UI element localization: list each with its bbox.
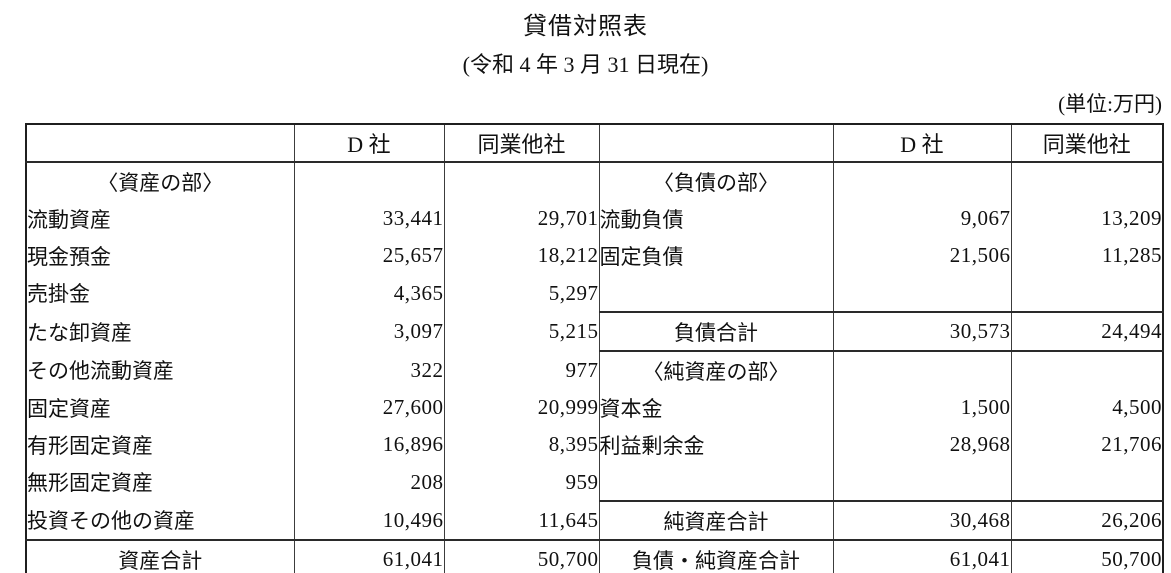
total-net-assets-label: 純資産合計 <box>598 500 833 540</box>
current-liabilities-d: 9,067 <box>832 200 1011 237</box>
accounts-receivable-label: 売掛金 <box>27 282 90 306</box>
balance-sheet-table: D 社 同業他社 D 社 同業他社 〈資産の部〉 〈負債の部〉 流動資産 33,… <box>25 123 1164 573</box>
total-liabilities-net-assets-d: 61,041 <box>832 539 1011 573</box>
tangible-fixed-assets-peer: 8,395 <box>443 426 599 463</box>
other-current-assets-d: 322 <box>293 351 444 389</box>
total-assets-d: 61,041 <box>293 539 444 573</box>
unit-note: (単位:万円) <box>1058 92 1162 116</box>
tangible-fixed-assets-label: 有形固定資産 <box>27 433 153 458</box>
cell-right-empty <box>598 274 833 312</box>
inventory-label: たな卸資産 <box>27 320 132 345</box>
total-liabilities-net-assets-peer: 50,700 <box>1010 539 1163 573</box>
cell-right-d <box>832 351 1011 389</box>
liabilities-company-d-header: D 社 <box>832 124 1011 163</box>
current-assets-peer: 29,701 <box>443 200 599 237</box>
cell-right-empty <box>832 463 1011 501</box>
retained-earnings-label: 利益剰余金 <box>598 426 833 463</box>
cell-right-empty <box>832 274 1011 312</box>
net-assets-section-title: 〈純資産の部〉 <box>598 351 833 389</box>
intangible-fixed-assets-label: 無形固定資産 <box>27 471 153 495</box>
capital-stock-label: 資本金 <box>598 389 833 426</box>
assets-label-header <box>26 124 294 163</box>
table-row-fixed: 固定資産 27,600 20,999 資本金 1,500 4,500 <box>26 389 1163 426</box>
cell-left-peer <box>443 162 599 200</box>
table-row-tangible: 有形固定資産 16,896 8,395 利益剰余金 28,968 21,706 <box>26 426 1163 463</box>
investments-other-assets-label: 投資その他の資産 <box>27 509 195 533</box>
cell-right-empty <box>1010 274 1163 312</box>
current-liabilities-label: 流動負債 <box>598 200 833 237</box>
cell-right-d <box>832 162 1011 200</box>
table-row-cash: 現金預金 25,657 18,212 固定負債 21,506 11,285 <box>26 237 1163 274</box>
fixed-assets-peer: 20,999 <box>443 389 599 426</box>
table-row-other-current: その他流動資産 322 977 〈純資産の部〉 <box>26 351 1163 389</box>
accounts-receivable-peer: 5,297 <box>443 274 599 312</box>
investments-other-assets-d: 10,496 <box>293 501 444 540</box>
intangible-fixed-assets-peer: 959 <box>443 463 599 501</box>
table-row-investments: 投資その他の資産 10,496 11,645 純資産合計 30,468 26,2… <box>26 500 1163 540</box>
table-row-inventory: たな卸資産 3,097 5,215 負債合計 30,573 24,494 <box>26 311 1163 352</box>
cash-deposits-d: 25,657 <box>293 237 444 274</box>
table-row-current: 流動資産 33,441 29,701 流動負債 9,067 13,209 <box>26 200 1163 237</box>
table-row-sections: 〈資産の部〉 〈負債の部〉 <box>26 162 1163 200</box>
assets-section-title: 〈資産の部〉 <box>97 170 224 195</box>
tangible-fixed-assets-d: 16,896 <box>293 426 444 463</box>
inventory-peer: 5,215 <box>443 312 599 351</box>
capital-stock-d: 1,500 <box>832 389 1011 426</box>
fixed-assets-d: 27,600 <box>293 389 444 426</box>
intangible-fixed-assets-d: 208 <box>293 463 444 501</box>
other-current-assets-label: その他流動資産 <box>27 359 174 383</box>
liabilities-peer-header: 同業他社 <box>1010 124 1163 163</box>
date-line: (令和 4 年 3 月 31 日現在) <box>462 52 709 77</box>
other-current-assets-peer: 977 <box>443 351 599 389</box>
total-liabilities-net-assets-label: 負債・純資産合計 <box>598 539 833 573</box>
table-header-row: D 社 同業他社 D 社 同業他社 <box>26 124 1163 163</box>
cash-deposits-label: 現金預金 <box>27 244 111 269</box>
table-row-receivables: 売掛金 4,365 5,297 <box>26 274 1163 312</box>
fixed-assets-label: 固定資産 <box>27 396 111 421</box>
total-liabilities-label: 負債合計 <box>598 311 833 352</box>
cell-right-peer <box>1010 162 1163 200</box>
total-assets-label: 資産合計 <box>26 539 294 573</box>
table-row-intangible: 無形固定資産 208 959 <box>26 463 1163 501</box>
cell-right-empty <box>598 463 833 501</box>
fixed-liabilities-peer: 11,285 <box>1010 237 1163 274</box>
total-assets-peer: 50,700 <box>443 539 599 573</box>
cash-deposits-peer: 18,212 <box>443 237 599 274</box>
total-liabilities-d: 30,573 <box>832 311 1011 352</box>
capital-stock-peer: 4,500 <box>1010 389 1163 426</box>
page-title: 貸借対照表 <box>523 14 648 40</box>
cell-right-peer <box>1010 351 1163 389</box>
retained-earnings-peer: 21,706 <box>1010 426 1163 463</box>
total-liabilities-peer: 24,494 <box>1010 311 1163 352</box>
assets-peer-header: 同業他社 <box>443 124 599 163</box>
total-net-assets-peer: 26,206 <box>1010 500 1163 540</box>
table-row-grand-total: 資産合計 61,041 50,700 負債・純資産合計 61,041 50,70… <box>26 539 1163 573</box>
liabilities-label-header <box>598 124 833 163</box>
current-liabilities-peer: 13,209 <box>1010 200 1163 237</box>
investments-other-assets-peer: 11,645 <box>443 501 599 540</box>
cell-left-d <box>293 162 444 200</box>
assets-company-d-header: D 社 <box>293 124 444 163</box>
inventory-d: 3,097 <box>293 312 444 351</box>
cell-right-empty <box>1010 463 1163 501</box>
retained-earnings-d: 28,968 <box>832 426 1011 463</box>
current-assets-label: 流動資産 <box>27 207 111 232</box>
current-assets-d: 33,441 <box>293 200 444 237</box>
accounts-receivable-d: 4,365 <box>293 274 444 312</box>
fixed-liabilities-label: 固定負債 <box>598 237 833 274</box>
liabilities-section-title: 〈負債の部〉 <box>598 162 833 200</box>
total-net-assets-d: 30,468 <box>832 500 1011 540</box>
fixed-liabilities-d: 21,506 <box>832 237 1011 274</box>
